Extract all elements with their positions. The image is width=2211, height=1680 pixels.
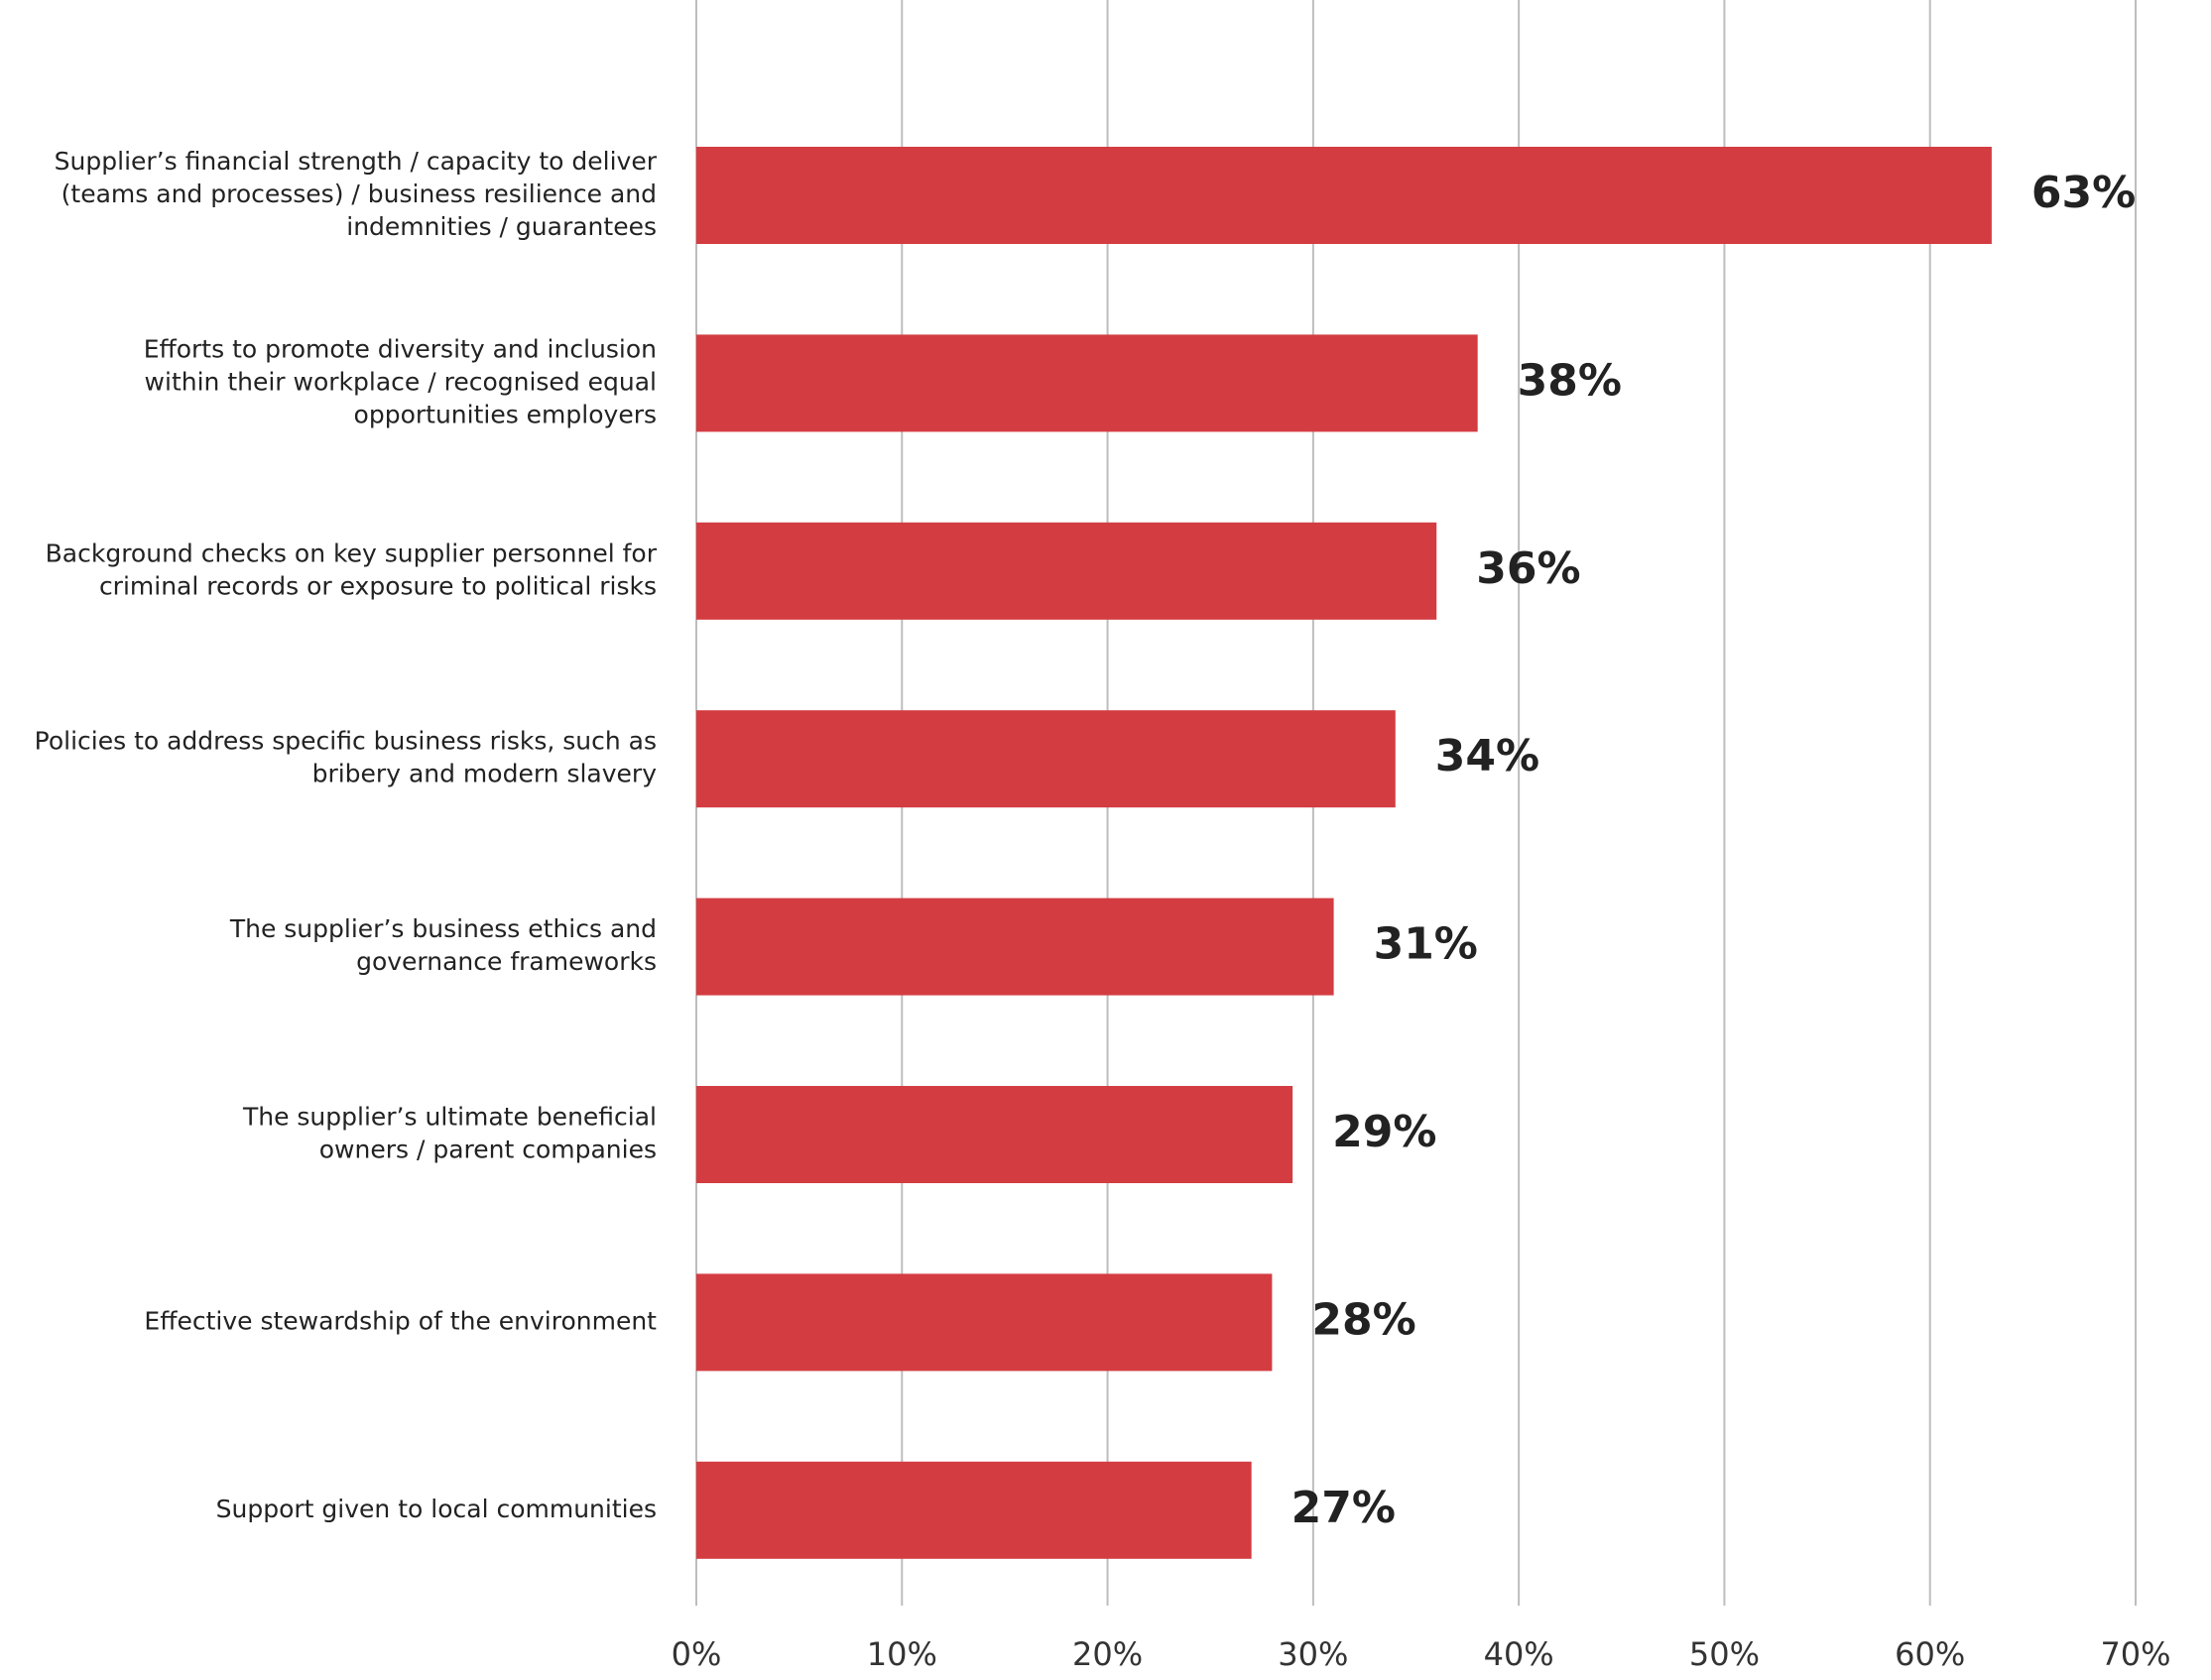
x-tick-label: 10%	[867, 1635, 937, 1673]
category-line: Efforts to promote diversity and inclusi…	[144, 334, 657, 363]
category-line: (teams and processes) / business resilie…	[61, 180, 657, 208]
category-line: opportunities employers	[354, 400, 657, 428]
x-tick-label: 50%	[1689, 1635, 1760, 1673]
category-label: Background checks on key supplier person…	[46, 539, 658, 600]
category-label: Efforts to promote diversity and inclusi…	[144, 334, 657, 428]
category-label: Policies to address specific business ri…	[35, 727, 658, 788]
category-line: The supplier’s business ethics and	[229, 914, 657, 943]
category-line: The supplier’s ultimate beneficial	[242, 1103, 657, 1132]
value-label: 36%	[1476, 543, 1580, 594]
x-tick-label: 60%	[1895, 1635, 1965, 1673]
category-line: indemnities / guarantees	[346, 212, 657, 241]
x-tick-label: 0%	[672, 1635, 722, 1673]
category-line: Policies to address specific business ri…	[35, 727, 657, 756]
value-label: 29%	[1332, 1107, 1436, 1157]
bar	[696, 522, 1437, 620]
value-label: 63%	[2031, 168, 2136, 218]
category-line: Support given to local communities	[216, 1495, 657, 1523]
bar	[696, 710, 1396, 808]
value-label: 31%	[1374, 919, 1478, 970]
category-line: Effective stewardship of the environment	[144, 1306, 657, 1335]
category-line: bribery and modern slavery	[312, 760, 658, 788]
category-line: governance frameworks	[356, 947, 657, 976]
bar	[696, 1086, 1293, 1183]
x-tick-label: 70%	[2100, 1635, 2170, 1673]
x-tick-label: 40%	[1484, 1635, 1554, 1673]
value-label: 38%	[1518, 355, 1622, 406]
bar	[696, 334, 1478, 432]
category-line: criminal records or exposure to politica…	[99, 571, 657, 600]
value-label: 27%	[1291, 1483, 1396, 1533]
value-label: 34%	[1435, 731, 1539, 781]
category-line: Supplier’s financial strength / capacity…	[55, 147, 658, 176]
category-label: Effective stewardship of the environment	[144, 1306, 657, 1335]
x-tick-label: 30%	[1278, 1635, 1348, 1673]
category-label: Supplier’s financial strength / capacity…	[55, 147, 658, 241]
bar	[696, 147, 1992, 244]
category-line: within their workplace / recognised equa…	[145, 367, 657, 396]
bar	[696, 1461, 1252, 1559]
category-label: The supplier’s business ethics and govern…	[229, 914, 657, 976]
category-line: Background checks on key supplier person…	[46, 539, 658, 567]
value-label: 28%	[1311, 1294, 1415, 1345]
x-tick-label: 20%	[1072, 1635, 1143, 1673]
category-label: The supplier’s ultimate beneficial owners…	[242, 1103, 657, 1164]
bar	[696, 1273, 1273, 1372]
category-label: Support given to local communities	[216, 1495, 657, 1523]
category-line: owners / parent companies	[319, 1136, 657, 1164]
bar	[696, 898, 1334, 996]
